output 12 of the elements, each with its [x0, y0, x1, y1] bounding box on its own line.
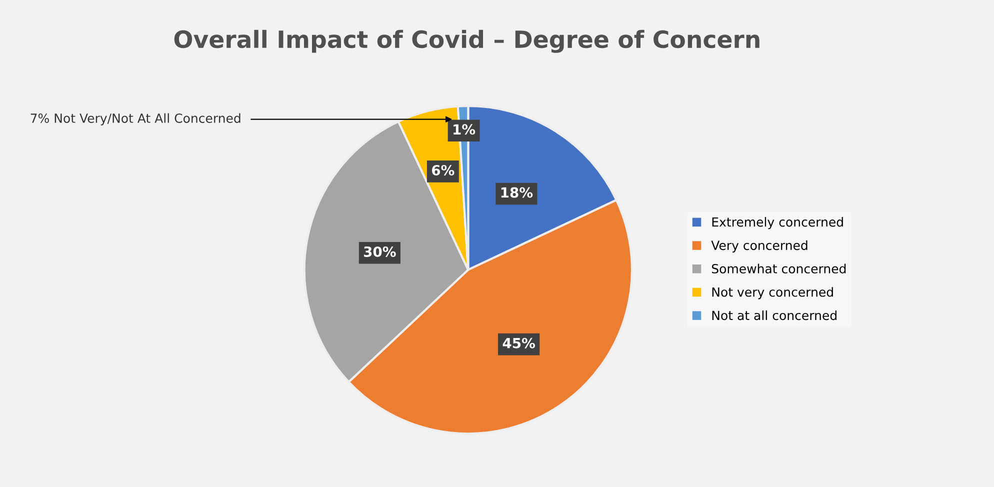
data-label: 18%: [501, 187, 533, 198]
data-label: 45%: [502, 338, 535, 348]
data-label: 1%: [454, 124, 476, 135]
chart-title: Overall Impact of Covid – Degree of Concern: [174, 30, 760, 53]
legend-label: Not at all concerned: [712, 310, 836, 320]
data-label: 6%: [432, 164, 454, 176]
legend-label: Somewhat concerned: [712, 264, 846, 274]
legend-label: Very concerned: [711, 240, 808, 252]
legend-label: Not very concerned: [712, 287, 833, 300]
text: 7% Not Very/Not At All Concerned: [30, 113, 240, 126]
data-label: 30%: [364, 246, 396, 257]
legend-label: Extremely concerned: [712, 217, 843, 230]
